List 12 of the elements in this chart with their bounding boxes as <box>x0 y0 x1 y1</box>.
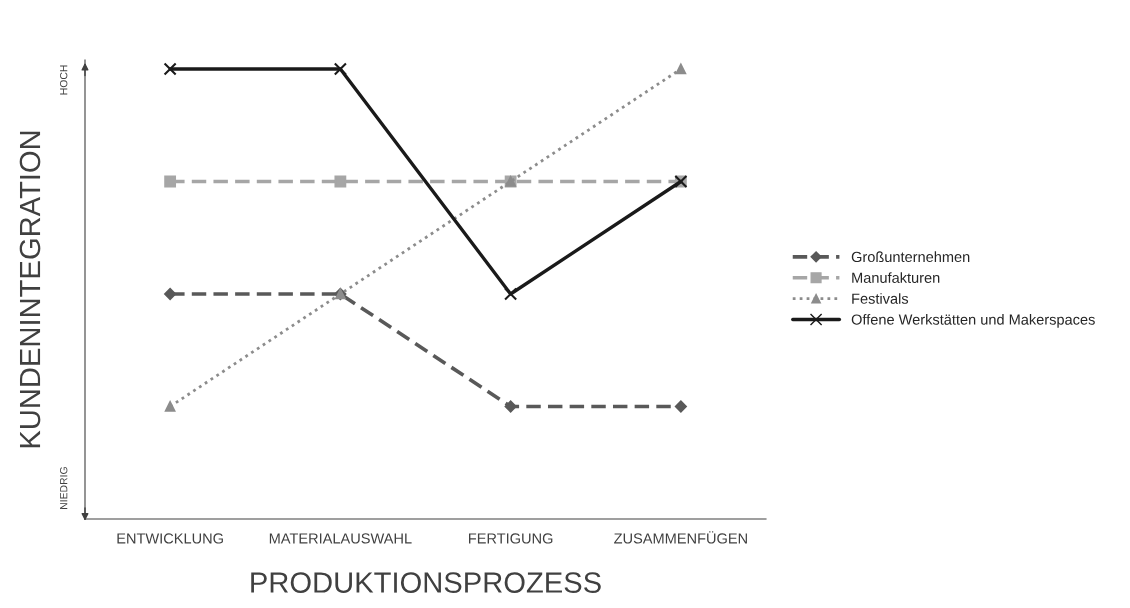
legend-label: Großunternehmen <box>851 251 970 263</box>
text: HOCH <box>59 65 68 95</box>
y-axis-title: KUNDENINTEGRATION <box>19 131 41 448</box>
x-tick-label: FERTIGUNG <box>469 533 553 544</box>
x-tick-label: MATERIALAUSWAHL <box>269 533 412 544</box>
x-tick-label: ENTWICKLUNG <box>117 533 223 544</box>
legend-label: Festivals <box>852 293 909 304</box>
legend-label: Offene Werkstätten und Makerspaces <box>851 314 1095 328</box>
legend-label: Manufakturen <box>852 272 940 283</box>
x-tick-label: ZUSAMMENFÜGEN <box>614 531 747 544</box>
x-axis-title: PRODUKTIONSPROZESS <box>251 572 601 593</box>
text: NIEDRIG <box>59 467 68 509</box>
